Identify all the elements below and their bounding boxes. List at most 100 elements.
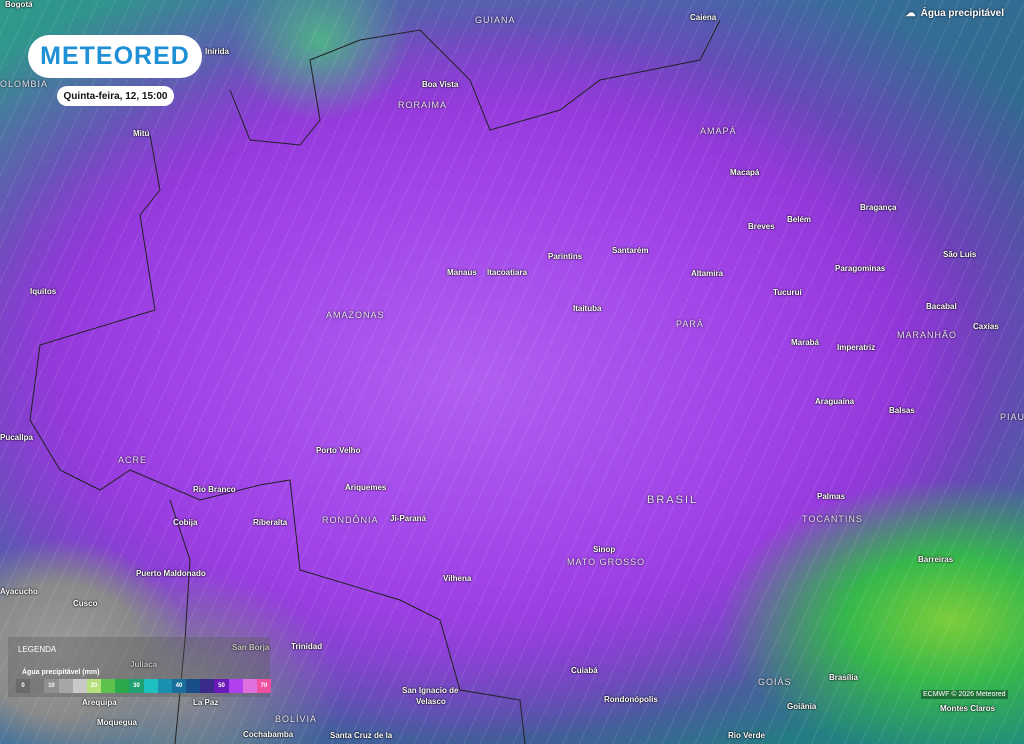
- country-label: BOLÍVIA: [275, 714, 318, 724]
- region-label: MATO GROSSO: [567, 557, 646, 567]
- place-label: San Borja: [232, 643, 270, 652]
- place-label: Barreiras: [918, 555, 954, 564]
- place-label: Brasília: [829, 673, 858, 682]
- legend-swatch: 70: [256, 679, 272, 693]
- legend-swatch: [72, 679, 87, 693]
- legend: LEGENDA Água precipitável (mm) 0 10 20 30 40…: [8, 637, 272, 697]
- place-label: Paragominas: [835, 264, 886, 273]
- legend-swatch: [58, 679, 73, 693]
- place-label: Porto Velho: [316, 446, 361, 455]
- legend-swatch: [101, 679, 116, 693]
- place-label: São Luís: [943, 250, 977, 259]
- place-label: Caiena: [690, 13, 717, 22]
- region-label: TOCANTINS: [802, 514, 863, 524]
- place-label: Macapá: [730, 168, 760, 177]
- place-label: Rondonópolis: [604, 695, 658, 704]
- place-label: Bacabal: [926, 302, 957, 311]
- region-label: GOIÁS: [758, 677, 792, 687]
- place-label: Santa Cruz de la: [330, 731, 393, 740]
- place-label: Pucallpa: [0, 433, 33, 442]
- place-label: Cobija: [173, 518, 198, 527]
- region-label: RONDÔNIA: [322, 515, 379, 525]
- legend-swatch: 30: [129, 679, 144, 693]
- region-label: AMAZONAS: [326, 310, 385, 320]
- place-label: Rio Verde: [728, 731, 765, 740]
- legend-swatch: [186, 679, 201, 693]
- place-label: Goiânia: [787, 702, 817, 711]
- legend-swatch: [157, 679, 172, 693]
- legend-color-bar: 0 10 20 30 40 50 70: [16, 679, 272, 693]
- place-label: Velasco: [416, 697, 446, 706]
- place-label: Itaituba: [573, 304, 602, 313]
- region-label: PARÁ: [676, 319, 704, 329]
- place-label: Cuiabá: [571, 666, 598, 675]
- forecast-datetime: Quinta-feira, 12, 15:00: [57, 86, 174, 106]
- region-label: ACRE: [118, 455, 148, 465]
- place-label: Araguaína: [815, 397, 855, 406]
- legend-swatch: [228, 679, 243, 693]
- credit-text: ECMWF © 2026 Meteored: [921, 690, 1008, 699]
- place-label: Sinop: [593, 545, 616, 554]
- layer-selector[interactable]: ☁ Água precipitável: [906, 8, 1004, 19]
- place-label: Belém: [787, 215, 812, 224]
- legend-title: LEGENDA: [18, 645, 57, 654]
- place-label: Montes Claros: [940, 704, 996, 713]
- place-label: Caxias: [973, 322, 999, 331]
- region-label: OLOMBIA: [0, 79, 49, 89]
- place-label: Imperatriz: [837, 343, 876, 352]
- place-label: Moquegua: [97, 718, 137, 727]
- place-label: Ariquemes: [345, 483, 387, 492]
- legend-swatch: [30, 679, 45, 693]
- place-label: Tucuruí: [773, 288, 802, 297]
- place-label: Cusco: [73, 599, 98, 608]
- legend-swatch: 0: [16, 679, 31, 693]
- place-label: Mitú: [133, 129, 150, 138]
- place-label: Breves: [748, 222, 775, 231]
- place-label: Santarém: [612, 246, 649, 255]
- place-label: Juliaca: [130, 660, 158, 669]
- place-label: Manaus: [447, 268, 477, 277]
- place-label: Bogotá: [5, 0, 33, 9]
- place-label: Parintins: [548, 252, 583, 261]
- place-label: Trinidad: [291, 642, 323, 651]
- place-label: Riberalta: [253, 518, 288, 527]
- country-label: BRASIL: [647, 494, 699, 506]
- region-label: AMAPÁ: [700, 126, 737, 136]
- region-label: RORAIMA: [398, 100, 448, 110]
- legend-swatch: 20: [86, 679, 102, 693]
- legend-unit: Água precipitável (mm): [22, 669, 100, 676]
- legend-swatch: [143, 679, 158, 693]
- legend-swatch: [115, 679, 130, 693]
- place-label: Inírida: [205, 47, 230, 56]
- legend-swatch: [200, 679, 215, 693]
- place-label: Altamira: [691, 269, 724, 278]
- legend-swatch: 50: [214, 679, 229, 693]
- place-label: Marabá: [791, 338, 820, 347]
- region-label: MARANHÃO: [897, 330, 958, 340]
- cloud-upload-icon: ☁: [905, 8, 916, 19]
- place-label: Arequipa: [82, 698, 117, 707]
- region-label: GUIANA: [475, 15, 516, 25]
- place-label: San Ignacio de: [402, 686, 459, 695]
- logo-text: METEORED: [40, 42, 190, 70]
- place-label: Rio Branco: [193, 485, 236, 494]
- place-label: Ayacucho: [0, 587, 38, 596]
- place-label: Ji-Paraná: [390, 514, 427, 523]
- place-label: Vilhena: [443, 574, 472, 583]
- place-label: Puerto Maldonado: [136, 569, 206, 578]
- place-label: Palmas: [817, 492, 846, 501]
- place-label: Bragança: [860, 203, 897, 212]
- region-label: PIAUÍ: [1000, 412, 1024, 422]
- legend-swatch: 10: [44, 679, 59, 693]
- place-label: Iquitos: [30, 287, 57, 296]
- meteored-logo[interactable]: METEORED: [28, 35, 202, 78]
- place-label: Boa Vista: [422, 80, 459, 89]
- legend-swatch: 40: [171, 679, 187, 693]
- legend-swatch: [242, 679, 257, 693]
- place-label: Itacoatiara: [487, 268, 528, 277]
- place-label: La Paz: [193, 698, 219, 707]
- place-label: Cochabamba: [243, 730, 294, 739]
- place-label: Balsas: [889, 406, 915, 415]
